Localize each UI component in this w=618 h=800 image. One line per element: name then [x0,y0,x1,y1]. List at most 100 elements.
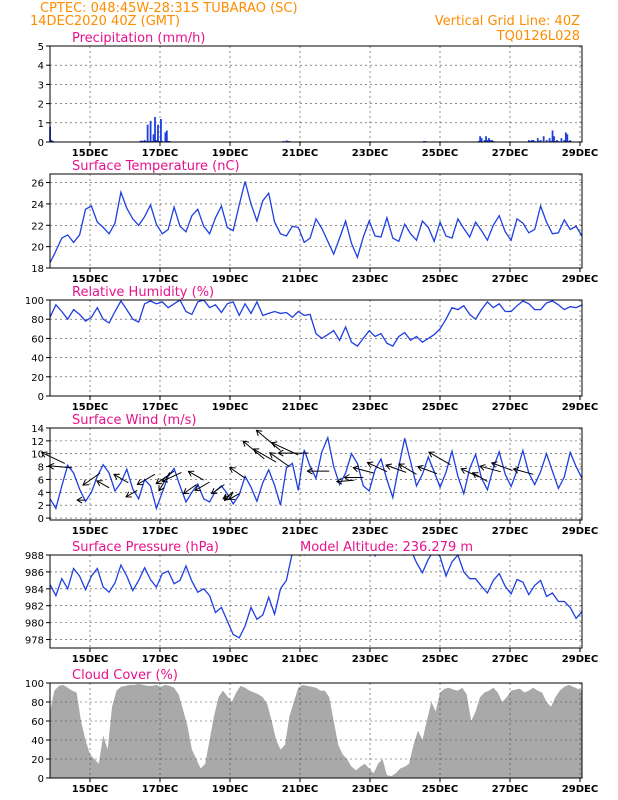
y-tick-label: 6 [38,475,44,486]
x-tick-label: 23DEC [352,526,388,537]
y-tick-label: 988 [25,551,44,562]
x-tick-label: 19DEC [212,274,248,285]
y-tick-label: 5 [38,42,44,53]
series-line-rh [50,300,582,347]
wind-arrow [187,470,204,481]
x-tick-label: 17DEC [142,274,178,285]
y-tick-label: 2 [38,501,44,512]
x-tick-label: 17DEC [142,402,178,413]
precip-bar [532,140,535,142]
x-tick-label: 29DEC [562,274,598,285]
panel-title-pressure: Surface Pressure (hPa) [72,540,219,555]
y-tick-label: 12 [31,437,44,448]
precip-bar [542,136,545,142]
precip-bar [143,140,146,142]
panel-frame [49,682,583,779]
precip-bar [528,140,530,142]
x-tick-label: 21DEC [282,274,318,285]
panel-wind: Surface Wind (m/s) 0 2 4 68 10 12 14 15DEC 17DEC 1… [31,413,598,537]
wind-arrow [210,484,225,495]
precip-bar [539,140,542,142]
precip-bar [553,136,555,142]
precip-bar [50,140,53,142]
x-tick-label: 17DEC [142,654,178,665]
wind-arrow [96,480,110,489]
precip-bar [140,140,143,142]
precip-bar [483,140,486,142]
wind-arrow [228,466,246,479]
y-tick-label: 100 [25,296,44,307]
y-tick-label: 0 [38,392,44,403]
x-tick-label: 25DEC [422,148,458,159]
x-tick-label: 15DEC [72,148,108,159]
x-tick-label: 15DEC [72,274,108,285]
series-line-wind [50,435,582,511]
x-tick-label: 17DEC [142,526,178,537]
wind-arrow [366,461,388,473]
wind-arrow [277,449,309,457]
series-line-pressure [50,555,582,639]
y-tick-label: 40 [31,736,44,747]
panel-frame [49,173,583,269]
x-tick-label: 21DEC [282,402,318,413]
x-tick-label: 15DEC [72,784,108,795]
y-tick-label: 986 [25,568,44,579]
x-tick-label: 21DEC [282,784,318,795]
y-tick-label: 14 [31,424,44,435]
wind-arrow [490,461,513,471]
precip-bar [560,138,563,142]
y-tick-label: 20 [31,243,44,254]
x-tick-label: 29DEC [562,654,598,665]
panel-frame [49,299,583,397]
y-tick-label: 980 [25,619,44,630]
wind-arrow [385,463,407,473]
y-tick-label: 978 [25,636,44,647]
header-location: CPTEC: 048:45W-28:31S TUBARAO (SC) [40,1,298,16]
precip-bar [154,117,156,142]
panel-title-wind: Surface Wind (m/s) [72,413,196,428]
x-tick-label: 23DEC [352,654,388,665]
precip-bar [491,140,493,142]
panel-temp: Surface Temperature (nC) 18 20 22 24 26 15DEC 1… [31,159,598,285]
x-tick-label: 19DEC [212,654,248,665]
precip-bar [556,140,558,142]
wind-arrow [416,465,438,475]
panel-frame [49,554,583,649]
y-tick-label: 100 [25,679,44,690]
wind-arrow [194,481,210,491]
x-tick-label: 23DEC [352,148,388,159]
panel-rh: Relative Humidity (%) 0 20 40 60 80 100 15DEC 17… [25,285,598,413]
x-tick-label: 29DEC [562,148,598,159]
y-tick-label: 2 [38,100,44,111]
x-tick-label: 19DEC [212,784,248,795]
wind-arrow [125,489,138,498]
x-tick-label: 23DEC [352,274,388,285]
precip-bar [551,130,554,142]
x-tick-label: 15DEC [72,654,108,665]
series-line-temp [50,181,582,263]
y-tick-label: 80 [31,698,44,709]
cloud-area [50,684,582,778]
x-tick-label: 29DEC [562,526,598,537]
x-tick-label: 15DEC [72,526,108,537]
wind-arrow [47,462,73,470]
wind-arrow [252,448,277,463]
wind-arrow [343,474,364,481]
x-tick-label: 25DEC [422,784,458,795]
wind-arrow [471,472,488,482]
y-tick-label: 24 [31,200,44,211]
y-tick-label: 60 [31,334,44,345]
x-tick-label: 17DEC [142,784,178,795]
wind-arrow [397,463,417,475]
precip-bar [164,132,167,142]
precip-bar [485,136,487,142]
y-tick-label: 3 [38,80,44,91]
precip-bar [548,138,551,142]
y-tick-label: 18 [31,264,44,275]
panel-frame [49,45,583,143]
panel-cloud: Cloud Cover (%) 0 20 40 60 80 100 15DEC 17DEC 19D… [25,668,598,795]
panel-title-temp: Surface Temperature (nC) [72,159,240,174]
x-tick-label: 27DEC [492,526,528,537]
precip-bar [149,120,152,142]
